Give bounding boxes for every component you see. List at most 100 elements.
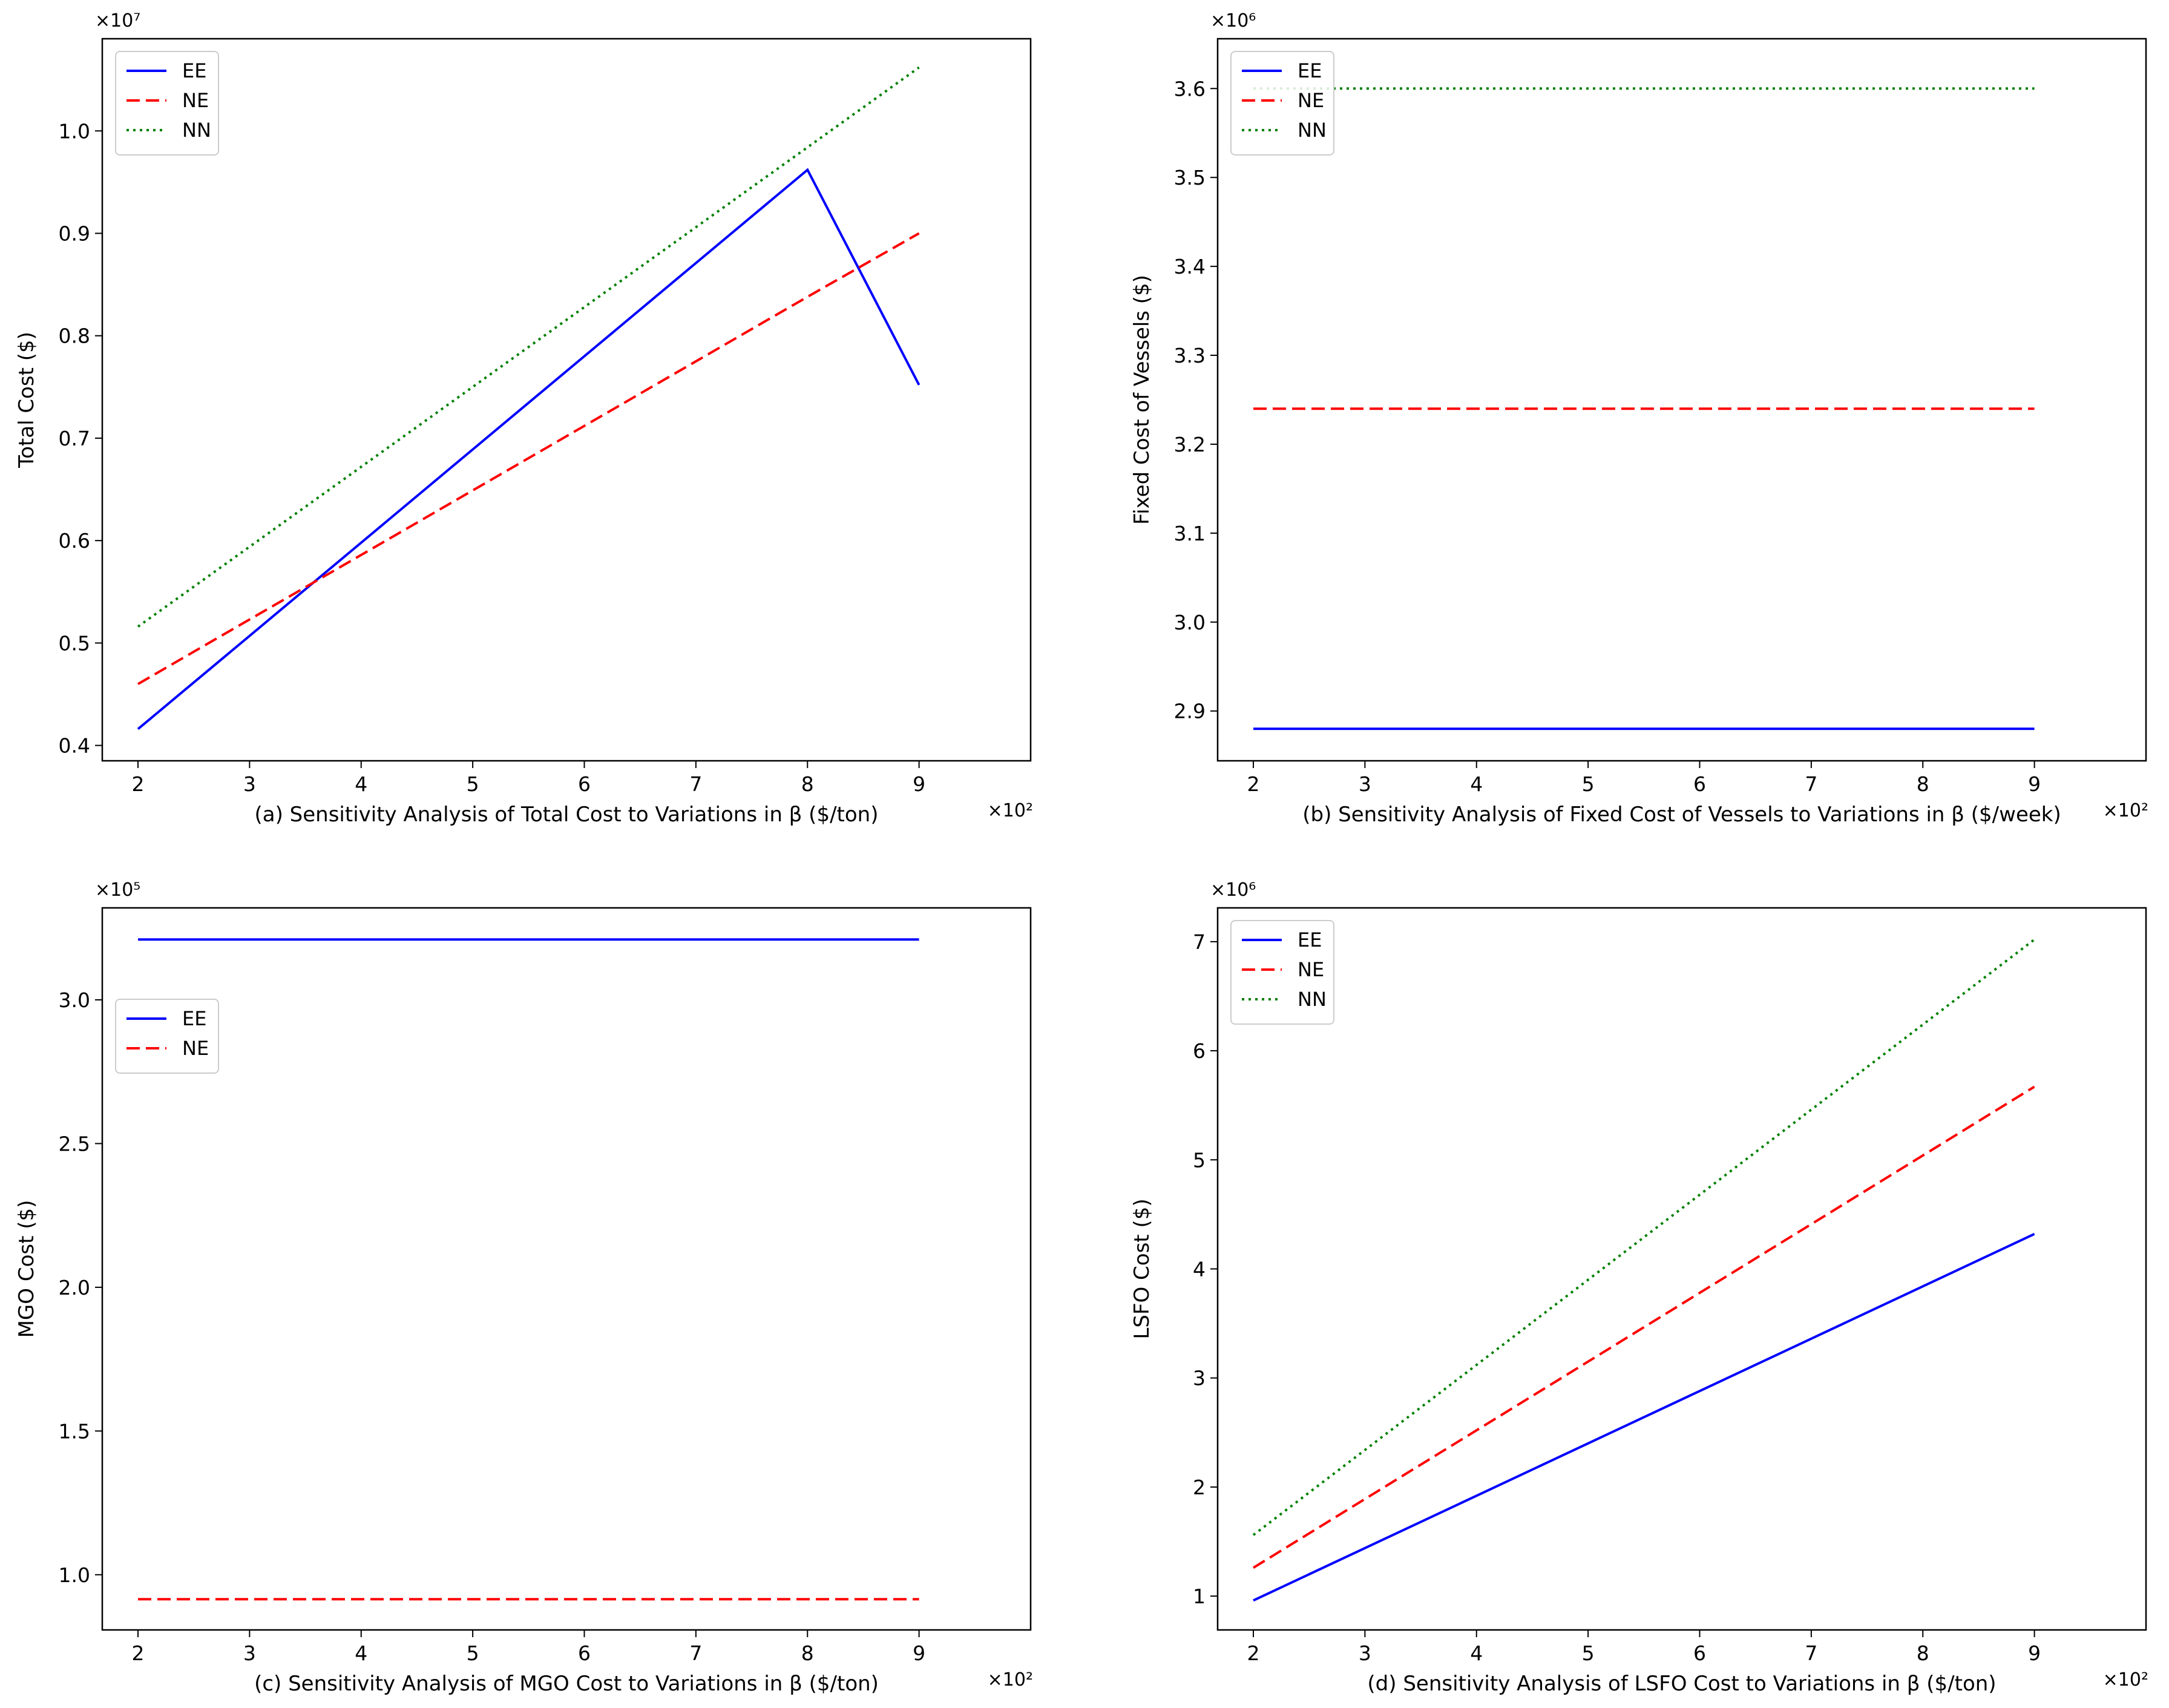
x-axis-label: (b) Sensitivity Analysis of Fixed Cost o… xyxy=(1302,803,2061,827)
x-axis-label: (a) Sensitivity Analysis of Total Cost t… xyxy=(255,803,879,827)
x-tick-label: 5 xyxy=(467,772,479,796)
y-tick-label: 7 xyxy=(1193,930,1206,954)
chart-panel-b: 2 3 4 5 6 7 8 9 2.9 3.0 3.1 3.2 3.3 3.4 3.5 3.6 ×10⁶ ×10²… xyxy=(1130,10,2148,827)
series-line-nn xyxy=(137,66,920,628)
x-axis-multiplier: ×10² xyxy=(988,1669,1033,1690)
legend-label: NE xyxy=(182,1037,209,1060)
y-tick-label: 6 xyxy=(1193,1039,1206,1063)
legend-label: NN xyxy=(1298,119,1327,142)
legend-label: NE xyxy=(182,89,209,112)
y-tick-label: 3 xyxy=(1193,1367,1206,1390)
y-axis-label: Total Cost ($) xyxy=(15,332,39,468)
x-tick-label: 7 xyxy=(689,1641,702,1665)
x-tick-label: 9 xyxy=(2028,772,2041,796)
x-tick-label: 5 xyxy=(1582,1641,1595,1665)
plot-frame xyxy=(101,38,1032,762)
x-tick-label: 2 xyxy=(1247,772,1260,796)
y-axis-multiplier: ×10⁷ xyxy=(95,10,140,31)
x-tick-label: 7 xyxy=(1805,772,1817,796)
x-tick-label: 5 xyxy=(467,1641,479,1665)
y-tick-label: 3.1 xyxy=(1174,522,1206,545)
x-axis-multiplier: ×10² xyxy=(2103,1669,2148,1690)
y-tick-label: 3.0 xyxy=(1174,611,1206,634)
plot-frame xyxy=(101,907,1032,1631)
legend-label: NN xyxy=(1298,988,1327,1011)
x-tick-label: 7 xyxy=(1805,1641,1817,1665)
legend: EE NE NN xyxy=(115,51,219,156)
y-tick-label: 0.8 xyxy=(59,324,90,348)
y-tick-label: 3.5 xyxy=(1174,166,1206,189)
x-tick-label: 6 xyxy=(1693,1641,1706,1665)
legend-label: EE xyxy=(182,59,206,82)
y-tick-label: 0.7 xyxy=(59,427,90,450)
y-tick-label: 3.4 xyxy=(1174,255,1206,278)
y-tick-label: 0.6 xyxy=(59,529,90,553)
y-tick-label: 1 xyxy=(1193,1585,1206,1608)
legend-label: NE xyxy=(1298,958,1324,981)
x-tick-label: 6 xyxy=(578,772,591,796)
y-tick-label: 2 xyxy=(1193,1476,1206,1499)
chart-panel-a: 2 3 4 5 6 7 8 9 0.4 0.5 0.6 0.7 0.8 0.9 1.0 ×10⁷ ×10² (a)… xyxy=(15,10,1033,827)
y-tick-label: 2.0 xyxy=(59,1276,90,1299)
plot-frame xyxy=(1216,38,2147,762)
x-tick-label: 8 xyxy=(1917,772,1929,796)
legend-label: NN xyxy=(182,119,211,142)
x-tick-label: 6 xyxy=(578,1641,591,1665)
x-tick-label: 4 xyxy=(1470,772,1483,796)
y-tick-label: 3.3 xyxy=(1174,344,1206,367)
x-tick-label: 6 xyxy=(1693,772,1706,796)
series-line-ne xyxy=(1252,1085,2035,1569)
x-tick-label: 4 xyxy=(355,772,367,796)
y-axis-label: Fixed Cost of Vessels ($) xyxy=(1130,275,1154,525)
x-axis-multiplier: ×10² xyxy=(2103,800,2148,821)
y-axis-label: MGO Cost ($) xyxy=(15,1200,39,1338)
legend-label: NE xyxy=(1298,89,1324,112)
chart-panel-d: 2 3 4 5 6 7 8 9 1 2 3 4 5 6 7 ×10⁶ ×10² (d) Sensitivity A… xyxy=(1130,879,2148,1696)
legend-label: EE xyxy=(1298,59,1322,82)
y-tick-label: 1.0 xyxy=(59,1563,90,1587)
x-tick-label: 9 xyxy=(913,1641,925,1665)
y-tick-label: 1.0 xyxy=(59,119,90,143)
y-tick-label: 2.5 xyxy=(59,1132,90,1155)
y-axis-multiplier: ×10⁶ xyxy=(1210,10,1256,31)
x-tick-label: 3 xyxy=(243,1641,256,1665)
x-tick-label: 3 xyxy=(243,772,256,796)
x-tick-label: 9 xyxy=(913,772,925,796)
plot-frame xyxy=(1216,907,2147,1631)
series-line-ee xyxy=(137,168,920,731)
x-tick-label: 7 xyxy=(689,772,702,796)
legend: EE NE NN xyxy=(1230,920,1334,1025)
series-line-nn xyxy=(1252,938,2035,1536)
x-axis-multiplier: ×10² xyxy=(988,800,1033,821)
legend: EE NE xyxy=(115,999,219,1074)
series-line-ee xyxy=(1253,1232,2035,1602)
x-tick-label: 4 xyxy=(355,1641,367,1665)
y-tick-label: 1.5 xyxy=(59,1419,90,1443)
x-tick-label: 9 xyxy=(2028,1641,2041,1665)
y-tick-label: 3.6 xyxy=(1174,77,1206,100)
x-tick-label: 4 xyxy=(1470,1641,1483,1665)
legend-label: EE xyxy=(182,1007,206,1030)
x-tick-label: 5 xyxy=(1582,772,1595,796)
x-axis-label: (c) Sensitivity Analysis of MGO Cost to … xyxy=(254,1672,879,1696)
y-axis-multiplier: ×10⁵ xyxy=(95,879,140,901)
chart-panel-c: 2 3 4 5 6 7 8 9 1.0 1.5 2.0 2.5 3.0 ×10⁵ ×10² (c) Sensi… xyxy=(15,879,1033,1696)
x-axis-label: (d) Sensitivity Analysis of LSFO Cost to… xyxy=(1367,1672,1996,1696)
y-axis-label: LSFO Cost ($) xyxy=(1130,1198,1154,1339)
x-tick-label: 2 xyxy=(1247,1641,1260,1665)
y-tick-label: 3.0 xyxy=(59,988,90,1012)
x-tick-label: 8 xyxy=(801,772,814,796)
y-tick-label: 0.4 xyxy=(59,734,90,758)
y-tick-label: 4 xyxy=(1193,1258,1206,1281)
y-tick-label: 5 xyxy=(1193,1148,1206,1172)
x-tick-label: 2 xyxy=(132,772,145,796)
series-line-ne xyxy=(137,232,920,685)
legend-label: EE xyxy=(1298,928,1322,951)
y-tick-label: 3.2 xyxy=(1174,433,1206,456)
x-tick-label: 8 xyxy=(801,1641,814,1665)
y-tick-label: 0.9 xyxy=(59,222,90,246)
x-tick-label: 8 xyxy=(1917,1641,1929,1665)
x-tick-label: 3 xyxy=(1359,772,1371,796)
x-tick-label: 3 xyxy=(1359,1641,1371,1665)
